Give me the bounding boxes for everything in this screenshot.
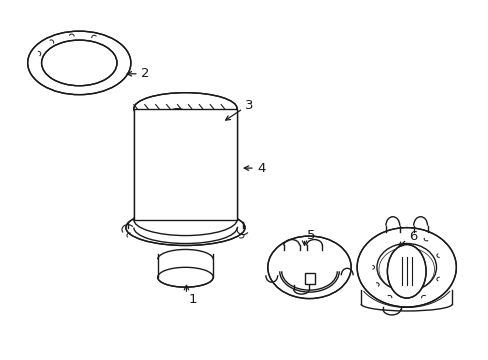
- Text: 1: 1: [188, 293, 197, 306]
- Text: 2: 2: [141, 67, 149, 80]
- Text: 4: 4: [256, 162, 264, 175]
- Ellipse shape: [41, 40, 117, 86]
- Ellipse shape: [267, 236, 350, 298]
- Ellipse shape: [126, 210, 244, 246]
- Bar: [134, 109, 237, 220]
- Ellipse shape: [134, 93, 237, 125]
- Text: 3: 3: [244, 99, 253, 112]
- Text: 6: 6: [408, 230, 416, 243]
- Bar: [304, 273, 315, 284]
- Ellipse shape: [134, 204, 237, 235]
- Ellipse shape: [157, 267, 213, 287]
- Text: 5: 5: [306, 229, 314, 242]
- Ellipse shape: [356, 228, 455, 307]
- Ellipse shape: [28, 31, 131, 95]
- Ellipse shape: [386, 244, 425, 298]
